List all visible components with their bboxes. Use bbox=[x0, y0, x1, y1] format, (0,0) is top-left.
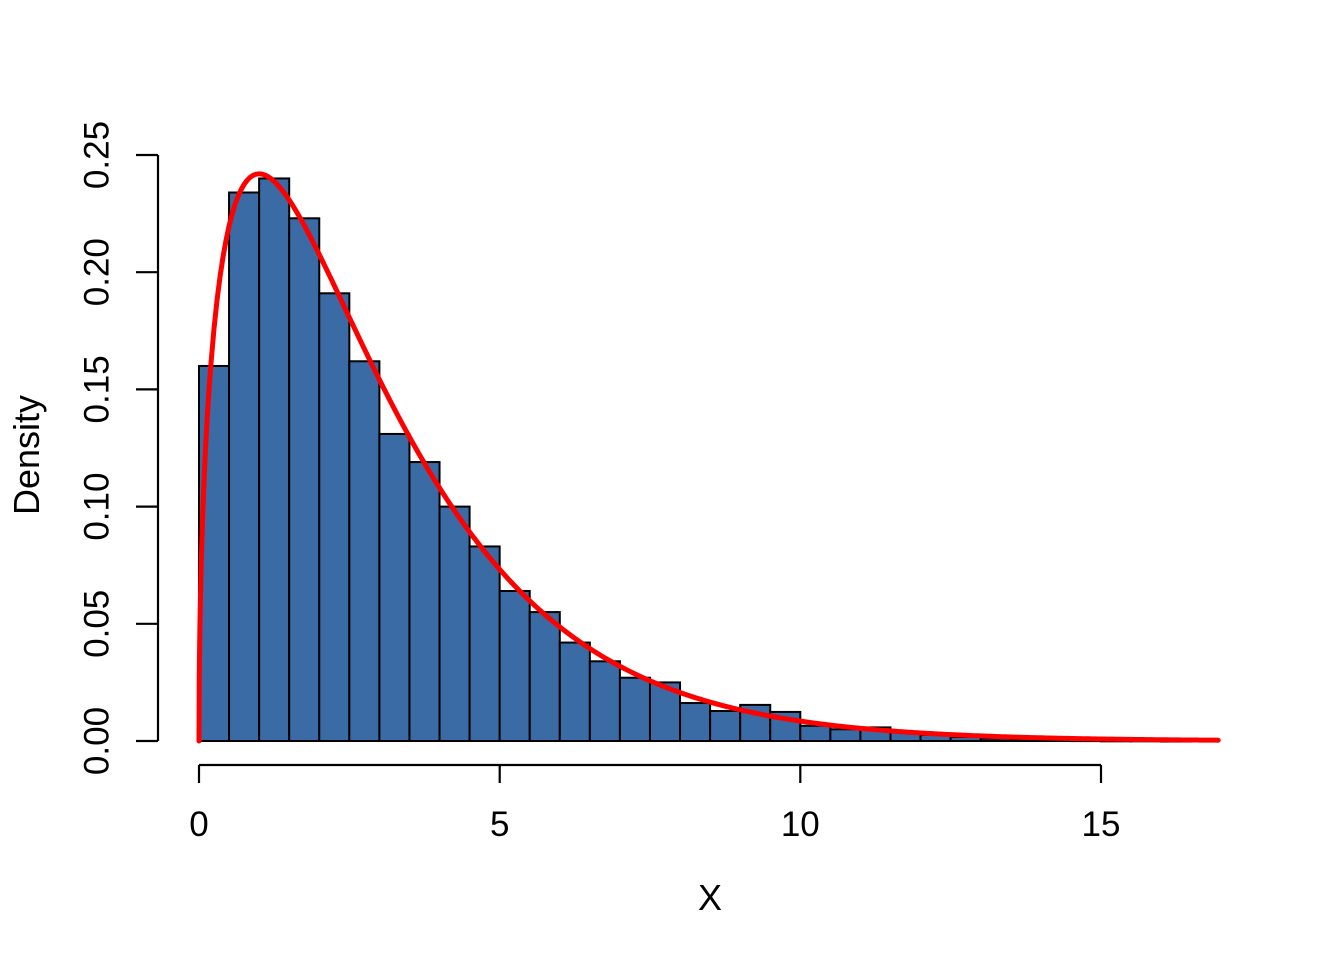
histogram-bar bbox=[468, 545, 501, 743]
y-axis-title: Density bbox=[6, 394, 47, 516]
x-axis-tick-label: 10 bbox=[781, 805, 820, 844]
histogram-bar bbox=[288, 217, 321, 743]
y-axis-tick-label: 0.05 bbox=[78, 590, 117, 658]
histogram-bar bbox=[528, 611, 561, 743]
histogram-bar bbox=[588, 660, 621, 742]
x-axis-tick-label: 15 bbox=[1082, 805, 1121, 844]
density-curve bbox=[196, 171, 1221, 744]
histogram-bar bbox=[378, 432, 411, 742]
y-axis-tick-label: 0.20 bbox=[78, 238, 117, 306]
histogram-bar bbox=[408, 461, 441, 742]
histogram-bar bbox=[348, 360, 381, 742]
histogram-bar bbox=[438, 505, 471, 742]
histogram-bar bbox=[498, 589, 531, 742]
histogram-bar bbox=[799, 724, 832, 743]
x-axis-title: X bbox=[697, 877, 723, 918]
histogram-bar bbox=[618, 676, 651, 743]
histogram-bar bbox=[258, 177, 291, 742]
y-axis-tick-label: 0.10 bbox=[78, 473, 117, 541]
histogram-bar bbox=[558, 641, 591, 742]
x-axis-tick-label: 0 bbox=[189, 805, 208, 844]
histogram-bar bbox=[228, 191, 261, 742]
y-axis-tick-label: 0.15 bbox=[78, 355, 117, 423]
x-axis-tick-label: 5 bbox=[490, 805, 509, 844]
histogram-bar bbox=[709, 710, 742, 742]
histogram-bar bbox=[679, 702, 712, 743]
histogram-bar bbox=[829, 728, 862, 743]
histogram-bar bbox=[318, 292, 351, 742]
y-axis-tick-label: 0.25 bbox=[78, 121, 117, 189]
y-axis-tick-label: 0.00 bbox=[78, 707, 117, 775]
